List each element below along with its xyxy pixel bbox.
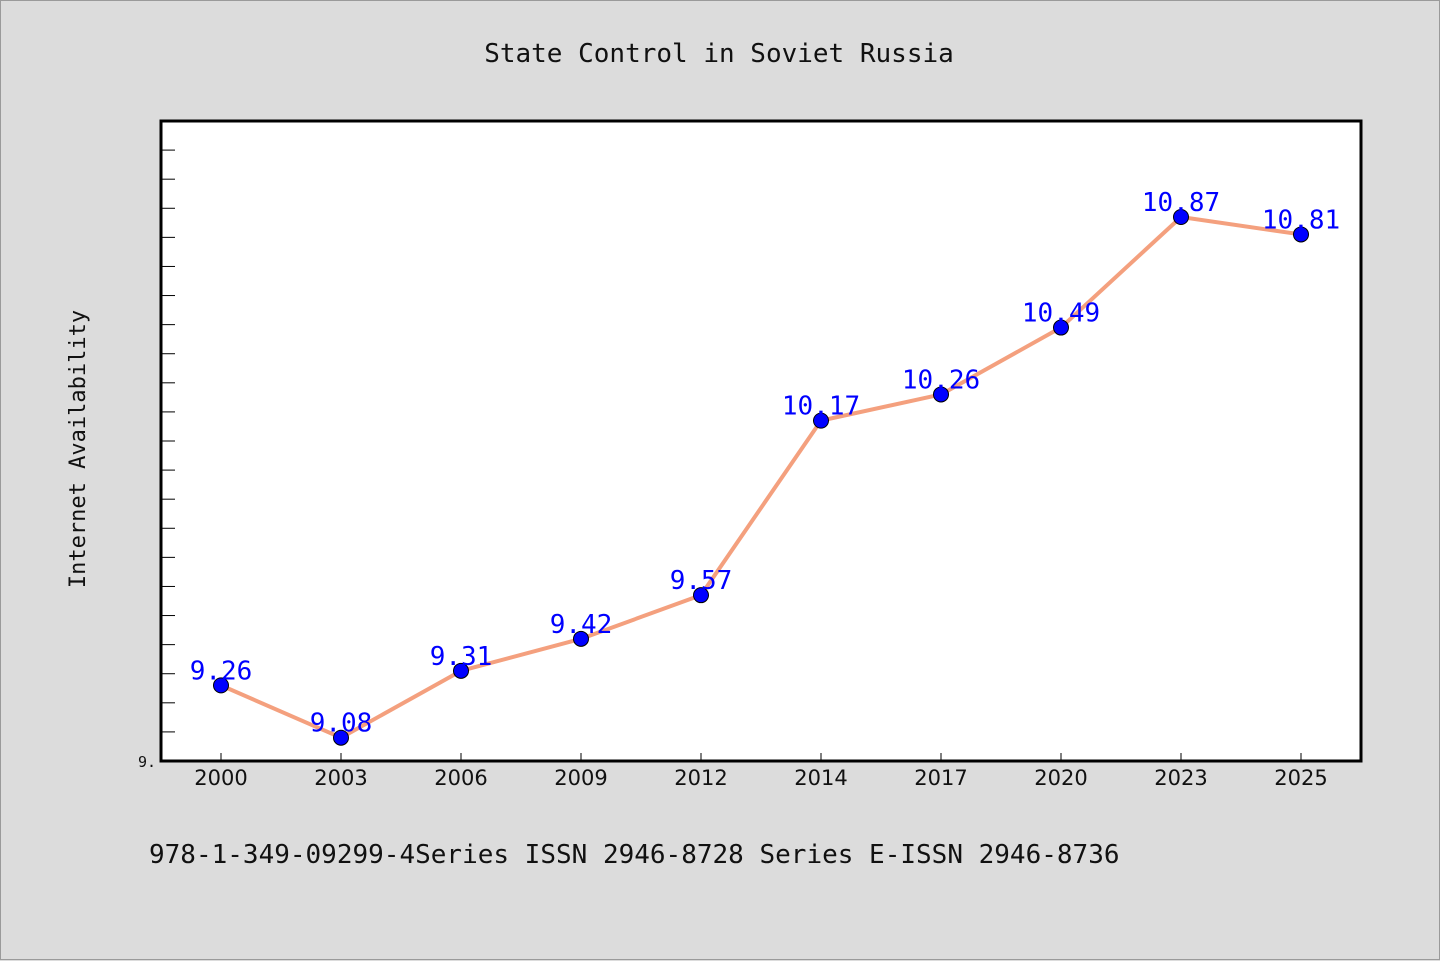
y-tick-label-min: 9.	[138, 753, 156, 771]
x-tick-label: 2003	[314, 766, 367, 790]
data-point-marker	[573, 630, 589, 647]
data-label: 10.87	[1142, 188, 1220, 218]
y-axis-label: Internet Availability	[66, 310, 91, 588]
data-point-marker	[933, 386, 949, 403]
data-point-marker	[453, 662, 469, 679]
data-label: 9.57	[670, 566, 733, 596]
data-point-marker	[813, 412, 829, 429]
data-point-marker	[693, 587, 709, 604]
plot-area	[159, 119, 1363, 763]
series-path	[220, 215, 1302, 740]
y-axis-ticks	[161, 149, 175, 733]
x-tick-label: 2025	[1274, 766, 1327, 790]
data-label: 9.42	[550, 610, 613, 640]
data-labels: 9.26 9.08 9.31 9.42 9.57 10.17 10.26 10.49 10.87…	[190, 188, 1340, 739]
x-tick-label: 2012	[674, 766, 727, 790]
x-tick-label: 2009	[554, 766, 607, 790]
x-tick-label: 2014	[794, 766, 847, 790]
data-label: 9.31	[430, 642, 493, 672]
x-tick-label: 2017	[914, 766, 967, 790]
data-label: 9.26	[190, 656, 253, 686]
data-label: 9.08	[310, 709, 373, 739]
data-point-marker	[213, 677, 229, 694]
x-axis: 2000 2003 2006 2009 2012 2014 2017 2020 2023 2025	[194, 753, 1328, 790]
series-line	[213, 209, 1309, 746]
x-tick-label: 2020	[1034, 766, 1087, 790]
data-point-marker	[1053, 319, 1069, 336]
data-label: 10.17	[782, 392, 860, 422]
chart-title: State Control in Soviet Russia	[484, 39, 954, 69]
data-point-marker	[333, 729, 349, 746]
x-tick-label: 2006	[434, 766, 487, 790]
data-label: 10.49	[1022, 299, 1100, 329]
data-label: 10.26	[902, 365, 980, 395]
data-point-marker	[1293, 226, 1309, 243]
data-label: 10.81	[1262, 205, 1340, 235]
x-tick-label: 2023	[1154, 766, 1207, 790]
footer-isbn-issn: 978-1-349-09299-4Series ISSN 2946-8728 S…	[149, 840, 1120, 870]
x-tick-label: 2000	[194, 766, 247, 790]
data-point-marker	[1173, 209, 1189, 225]
